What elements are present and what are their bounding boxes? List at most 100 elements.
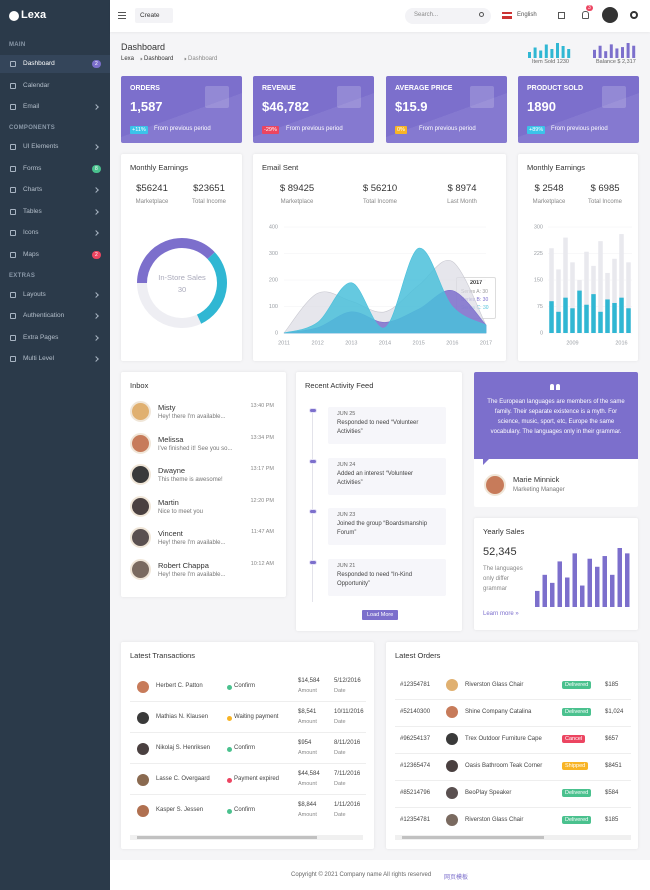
bar (626, 262, 631, 333)
amount-label: Amount (298, 781, 317, 787)
bar (591, 294, 596, 333)
bar (570, 308, 575, 333)
create-button[interactable]: Create (140, 12, 160, 19)
mini-bar (544, 44, 548, 58)
menu-icon (10, 356, 16, 362)
load-more-button[interactable]: Load More (362, 610, 399, 620)
sales-bar (625, 553, 630, 607)
area-series (283, 247, 487, 334)
price: $8451 (605, 763, 622, 769)
menu-item[interactable]: Dashboard (23, 60, 55, 67)
sales-bar (542, 574, 547, 607)
bar (612, 258, 617, 333)
menu-item[interactable]: Authentication (23, 312, 65, 319)
sales-bar (565, 577, 570, 607)
sidebar (0, 0, 110, 890)
menu-item[interactable]: Email (23, 103, 40, 110)
avatar (137, 712, 149, 724)
customer-name: Mathias N. Klausen (156, 714, 209, 720)
mini-bar (567, 49, 571, 58)
stat-icon (337, 86, 361, 108)
order-status: Shipped (562, 762, 589, 770)
stat-icon (205, 86, 229, 108)
menu-item[interactable]: Forms (23, 164, 42, 172)
menu-item[interactable]: Extra Pages (23, 333, 59, 341)
stat-title: PRODUCT SOLD (527, 85, 583, 92)
notification-badge: 3 (586, 5, 593, 11)
menu-item[interactable]: Tables (23, 207, 42, 215)
y-tick-label: 400 (269, 224, 278, 230)
mini-bar (556, 43, 559, 58)
breadcrumb: Dashboard (144, 56, 174, 62)
menu-item[interactable]: Layouts (23, 290, 46, 298)
message-preview: This theme is awesome! (158, 477, 223, 484)
product: Shine Company Catalina (465, 709, 532, 715)
row-divider (395, 753, 631, 754)
avatar (130, 464, 151, 486)
message-time: 11:47 AM (251, 529, 274, 536)
timeline-dot (309, 509, 317, 514)
stat-label: Marketplace (135, 199, 169, 205)
sidebar-section: MAIN (9, 42, 26, 48)
sales-bar (550, 582, 555, 607)
mini-bar (609, 44, 613, 58)
order-status: Delivered (562, 816, 592, 824)
learn-more-link[interactable]: Learn more » (483, 611, 519, 617)
breadcrumb: Dashboard (188, 56, 218, 62)
search-input[interactable]: Search... (414, 12, 439, 18)
mini-bar (593, 49, 596, 58)
stat-number: $23651 (193, 183, 225, 194)
menu-item[interactable]: Multi Level (23, 355, 55, 362)
order-status: Delivered (562, 708, 592, 716)
message-preview: Nice to meet you (158, 508, 204, 515)
menu-icon (10, 61, 16, 67)
stat-number: $ 8974 (447, 183, 477, 194)
menu-badge: 2 (92, 60, 101, 68)
avatar (446, 733, 458, 745)
sales-bar (572, 553, 577, 607)
card-title: Inbox (130, 381, 149, 390)
activity-date: JUN 25 (337, 411, 356, 417)
status-dot (227, 685, 232, 690)
bar (549, 248, 554, 333)
menu-item[interactable]: Maps (23, 250, 39, 258)
card-title: Recent Activity Feed (305, 381, 374, 390)
card-title: Yearly Sales (483, 527, 525, 536)
stat-card (518, 76, 639, 143)
menu-item[interactable]: UI Elements (23, 143, 59, 150)
menu-item[interactable]: Calendar (23, 81, 50, 89)
stat-number: $ 6985 (590, 183, 620, 194)
mini-bar (632, 45, 636, 58)
donut-segment (137, 238, 215, 284)
stat-label: Total Income (191, 199, 227, 205)
menu-item[interactable]: Charts (23, 186, 43, 193)
search-box (405, 8, 491, 24)
mini-bar (621, 47, 624, 58)
menu-icon (10, 208, 16, 215)
logo (9, 11, 19, 21)
mini-bar (598, 45, 602, 58)
date: 10/11/2016 (334, 709, 364, 715)
footer-link[interactable]: 网页模板 (444, 875, 469, 881)
row-divider (395, 726, 631, 727)
bell-icon (582, 11, 589, 19)
order-status: Delivered (562, 681, 592, 689)
language[interactable]: English (517, 12, 537, 18)
order-id: #12365474 (400, 763, 431, 769)
mini-bar (626, 43, 630, 58)
y-tick-label: 0 (275, 330, 278, 336)
bar (563, 297, 568, 333)
avatar (446, 679, 458, 691)
hamburger (118, 15, 126, 17)
mini-bar (528, 52, 531, 58)
stat-number: $ 89425 (279, 183, 315, 194)
date-label: Date (334, 719, 346, 725)
bar (612, 302, 617, 333)
timeline-dot (309, 559, 317, 565)
scrollbar-thumb (137, 836, 317, 839)
menu-item[interactable]: Icons (23, 229, 39, 236)
order-status: Cancel (562, 735, 586, 743)
status: Confirm (234, 683, 256, 689)
menu-icon (10, 104, 16, 110)
